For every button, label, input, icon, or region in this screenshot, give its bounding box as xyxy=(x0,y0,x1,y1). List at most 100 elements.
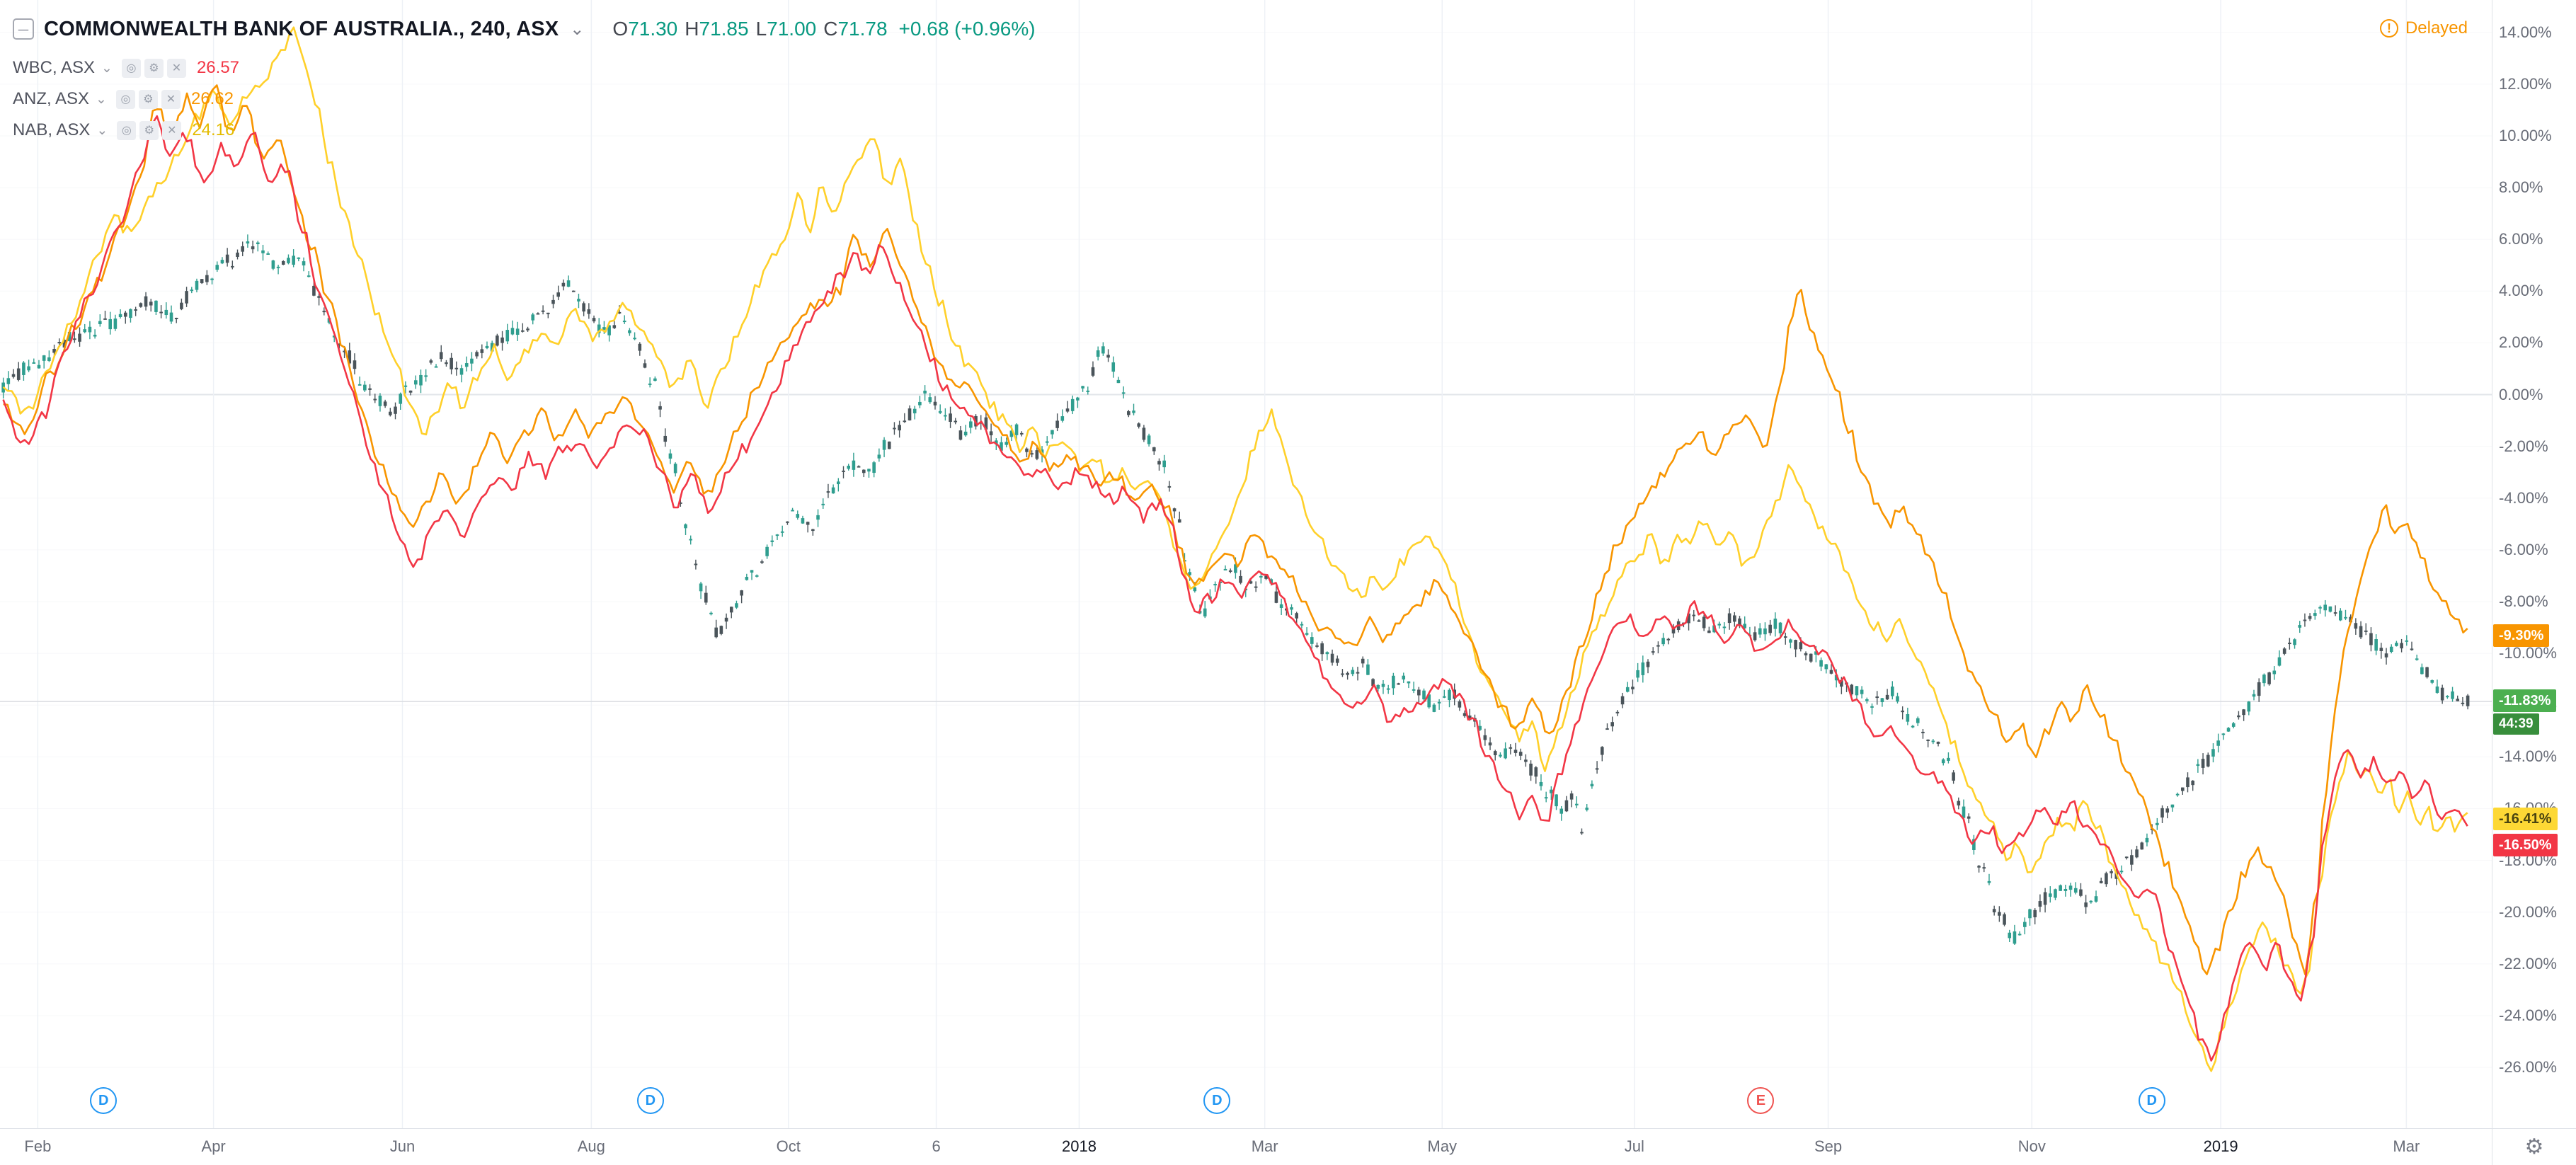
candle-body xyxy=(1432,704,1436,712)
candle-body xyxy=(1524,759,1528,762)
close-icon[interactable]: ✕ xyxy=(162,120,182,140)
legend-symbol-label[interactable]: ANZ, ASX xyxy=(13,89,90,108)
candle-body xyxy=(1605,728,1609,730)
candle-body xyxy=(1610,722,1614,727)
candle-body xyxy=(389,411,392,415)
close-value: 71.78 xyxy=(837,18,888,40)
legend-symbol-label[interactable]: WBC, ASX xyxy=(13,58,96,77)
candle-body xyxy=(108,318,112,330)
candle-body xyxy=(332,335,336,338)
earnings-marker[interactable]: E xyxy=(1747,1087,1775,1114)
candle-body xyxy=(597,324,601,333)
candle-body xyxy=(1274,591,1278,603)
open-label: O xyxy=(612,18,629,40)
candle-body xyxy=(617,311,622,314)
candle-body xyxy=(1911,725,1915,728)
candle-body xyxy=(1000,442,1003,451)
collapse-legend-button[interactable]: – xyxy=(13,18,34,40)
candle-body xyxy=(2277,657,2282,666)
candle-body xyxy=(989,431,993,435)
candle-body xyxy=(852,460,856,470)
candle-body xyxy=(88,326,92,333)
dividend-marker[interactable]: D xyxy=(2138,1087,2165,1114)
legend-symbol-label[interactable]: NAB, ASX xyxy=(13,120,91,139)
visibility-icon[interactable]: ◎ xyxy=(117,120,137,140)
candle-body xyxy=(1376,684,1380,689)
candle-body xyxy=(1819,660,1823,667)
candle-body xyxy=(1086,390,1090,392)
chevron-down-icon[interactable]: ⌄ xyxy=(101,60,113,76)
candle-body xyxy=(2063,888,2068,891)
delayed-badge[interactable]: ! Delayed xyxy=(2379,18,2468,38)
candle-body xyxy=(531,314,535,321)
chart-pane[interactable]: – COMMONWEALTH BANK OF AUSTRALIA., 240, … xyxy=(0,0,2492,1128)
time-tick-label: Sep xyxy=(1814,1137,1843,1155)
candle-body xyxy=(714,627,718,638)
visibility-icon[interactable]: ◎ xyxy=(115,89,135,109)
candle-body xyxy=(1437,701,1441,704)
settings-icon[interactable]: ⚙ xyxy=(138,89,158,109)
candle-body xyxy=(185,291,188,304)
time-tick-label: May xyxy=(1427,1137,1458,1155)
chevron-down-icon[interactable]: ⌄ xyxy=(96,122,108,138)
candle-body xyxy=(1906,714,1910,722)
time-axis[interactable]: Feb Apr Jun Aug Oct 6 2018 Mar May Jul Sep Nov 2019 M… xyxy=(0,1128,2492,1165)
candle-body xyxy=(699,583,703,592)
dividend-marker[interactable]: D xyxy=(90,1087,118,1114)
time-tick-label: 2019 xyxy=(2203,1137,2238,1155)
visibility-icon[interactable]: ◎ xyxy=(121,58,141,78)
series-line-anz[interactable] xyxy=(3,84,2468,975)
candle-body xyxy=(32,362,36,364)
candle-body xyxy=(648,383,652,385)
candle-body xyxy=(1840,679,1843,687)
series-line-nab[interactable] xyxy=(2,26,2468,1072)
candle-body xyxy=(2216,740,2220,746)
candle-body xyxy=(1936,741,1940,744)
chart-settings-gear-icon[interactable]: ⚙ xyxy=(2524,1135,2544,1159)
chevron-down-icon[interactable]: ⌄ xyxy=(570,19,585,39)
candle-body xyxy=(2308,616,2312,619)
symbol-title[interactable]: COMMONWEALTH BANK OF AUSTRALIA., 240, AS… xyxy=(44,17,559,40)
warning-icon: ! xyxy=(2379,19,2398,38)
ohlc-readout: O71.30 H71.85 L71.00 C71.78 +0.68 (+0.96… xyxy=(612,18,1035,40)
candle-body xyxy=(246,241,250,243)
series-line-wbc[interactable] xyxy=(2,115,2468,1062)
axis-corner: ⚙ xyxy=(2492,1128,2576,1165)
candle-body xyxy=(317,296,321,298)
candle-body xyxy=(1595,768,1599,770)
price-chart[interactable] xyxy=(0,0,2492,1128)
last-price-label: -11.83% xyxy=(2493,689,2557,713)
candle-body xyxy=(2282,648,2286,654)
candle-body xyxy=(2451,691,2454,699)
time-tick-label: 6 xyxy=(932,1137,941,1155)
dividend-marker[interactable]: D xyxy=(1203,1087,1231,1114)
candle-body xyxy=(470,358,474,364)
candle-body xyxy=(1987,880,1991,883)
candle-body xyxy=(1488,742,1492,746)
close-icon[interactable]: ✕ xyxy=(161,89,181,109)
candle-body xyxy=(571,290,576,292)
candle-body xyxy=(2328,606,2332,612)
candle-body xyxy=(2003,914,2006,925)
candle-body xyxy=(2008,932,2012,939)
candle-body xyxy=(1407,681,1411,684)
settings-icon[interactable]: ⚙ xyxy=(139,120,159,140)
chevron-down-icon[interactable]: ⌄ xyxy=(96,91,107,107)
dividend-marker[interactable]: D xyxy=(636,1087,664,1114)
candle-body xyxy=(1045,441,1049,443)
candle-body xyxy=(2124,856,2129,859)
candle-body xyxy=(2089,900,2093,902)
candle-body xyxy=(47,357,51,362)
settings-icon[interactable]: ⚙ xyxy=(144,58,164,78)
close-icon[interactable]: ✕ xyxy=(166,58,186,78)
candle-body xyxy=(658,406,662,410)
candle-body xyxy=(113,318,118,329)
candle-body xyxy=(383,401,387,406)
candle-body xyxy=(842,470,845,472)
candle-body xyxy=(2191,780,2194,786)
time-tick-label: Mar xyxy=(1251,1137,1278,1155)
candle-body xyxy=(2105,873,2108,885)
price-axis[interactable]: 14.00% 12.00% 10.00% 8.00% 6.00% 4.00% 2.00% 0.… xyxy=(2492,0,2576,1128)
candle-body xyxy=(719,626,723,634)
candle-body xyxy=(582,303,585,312)
